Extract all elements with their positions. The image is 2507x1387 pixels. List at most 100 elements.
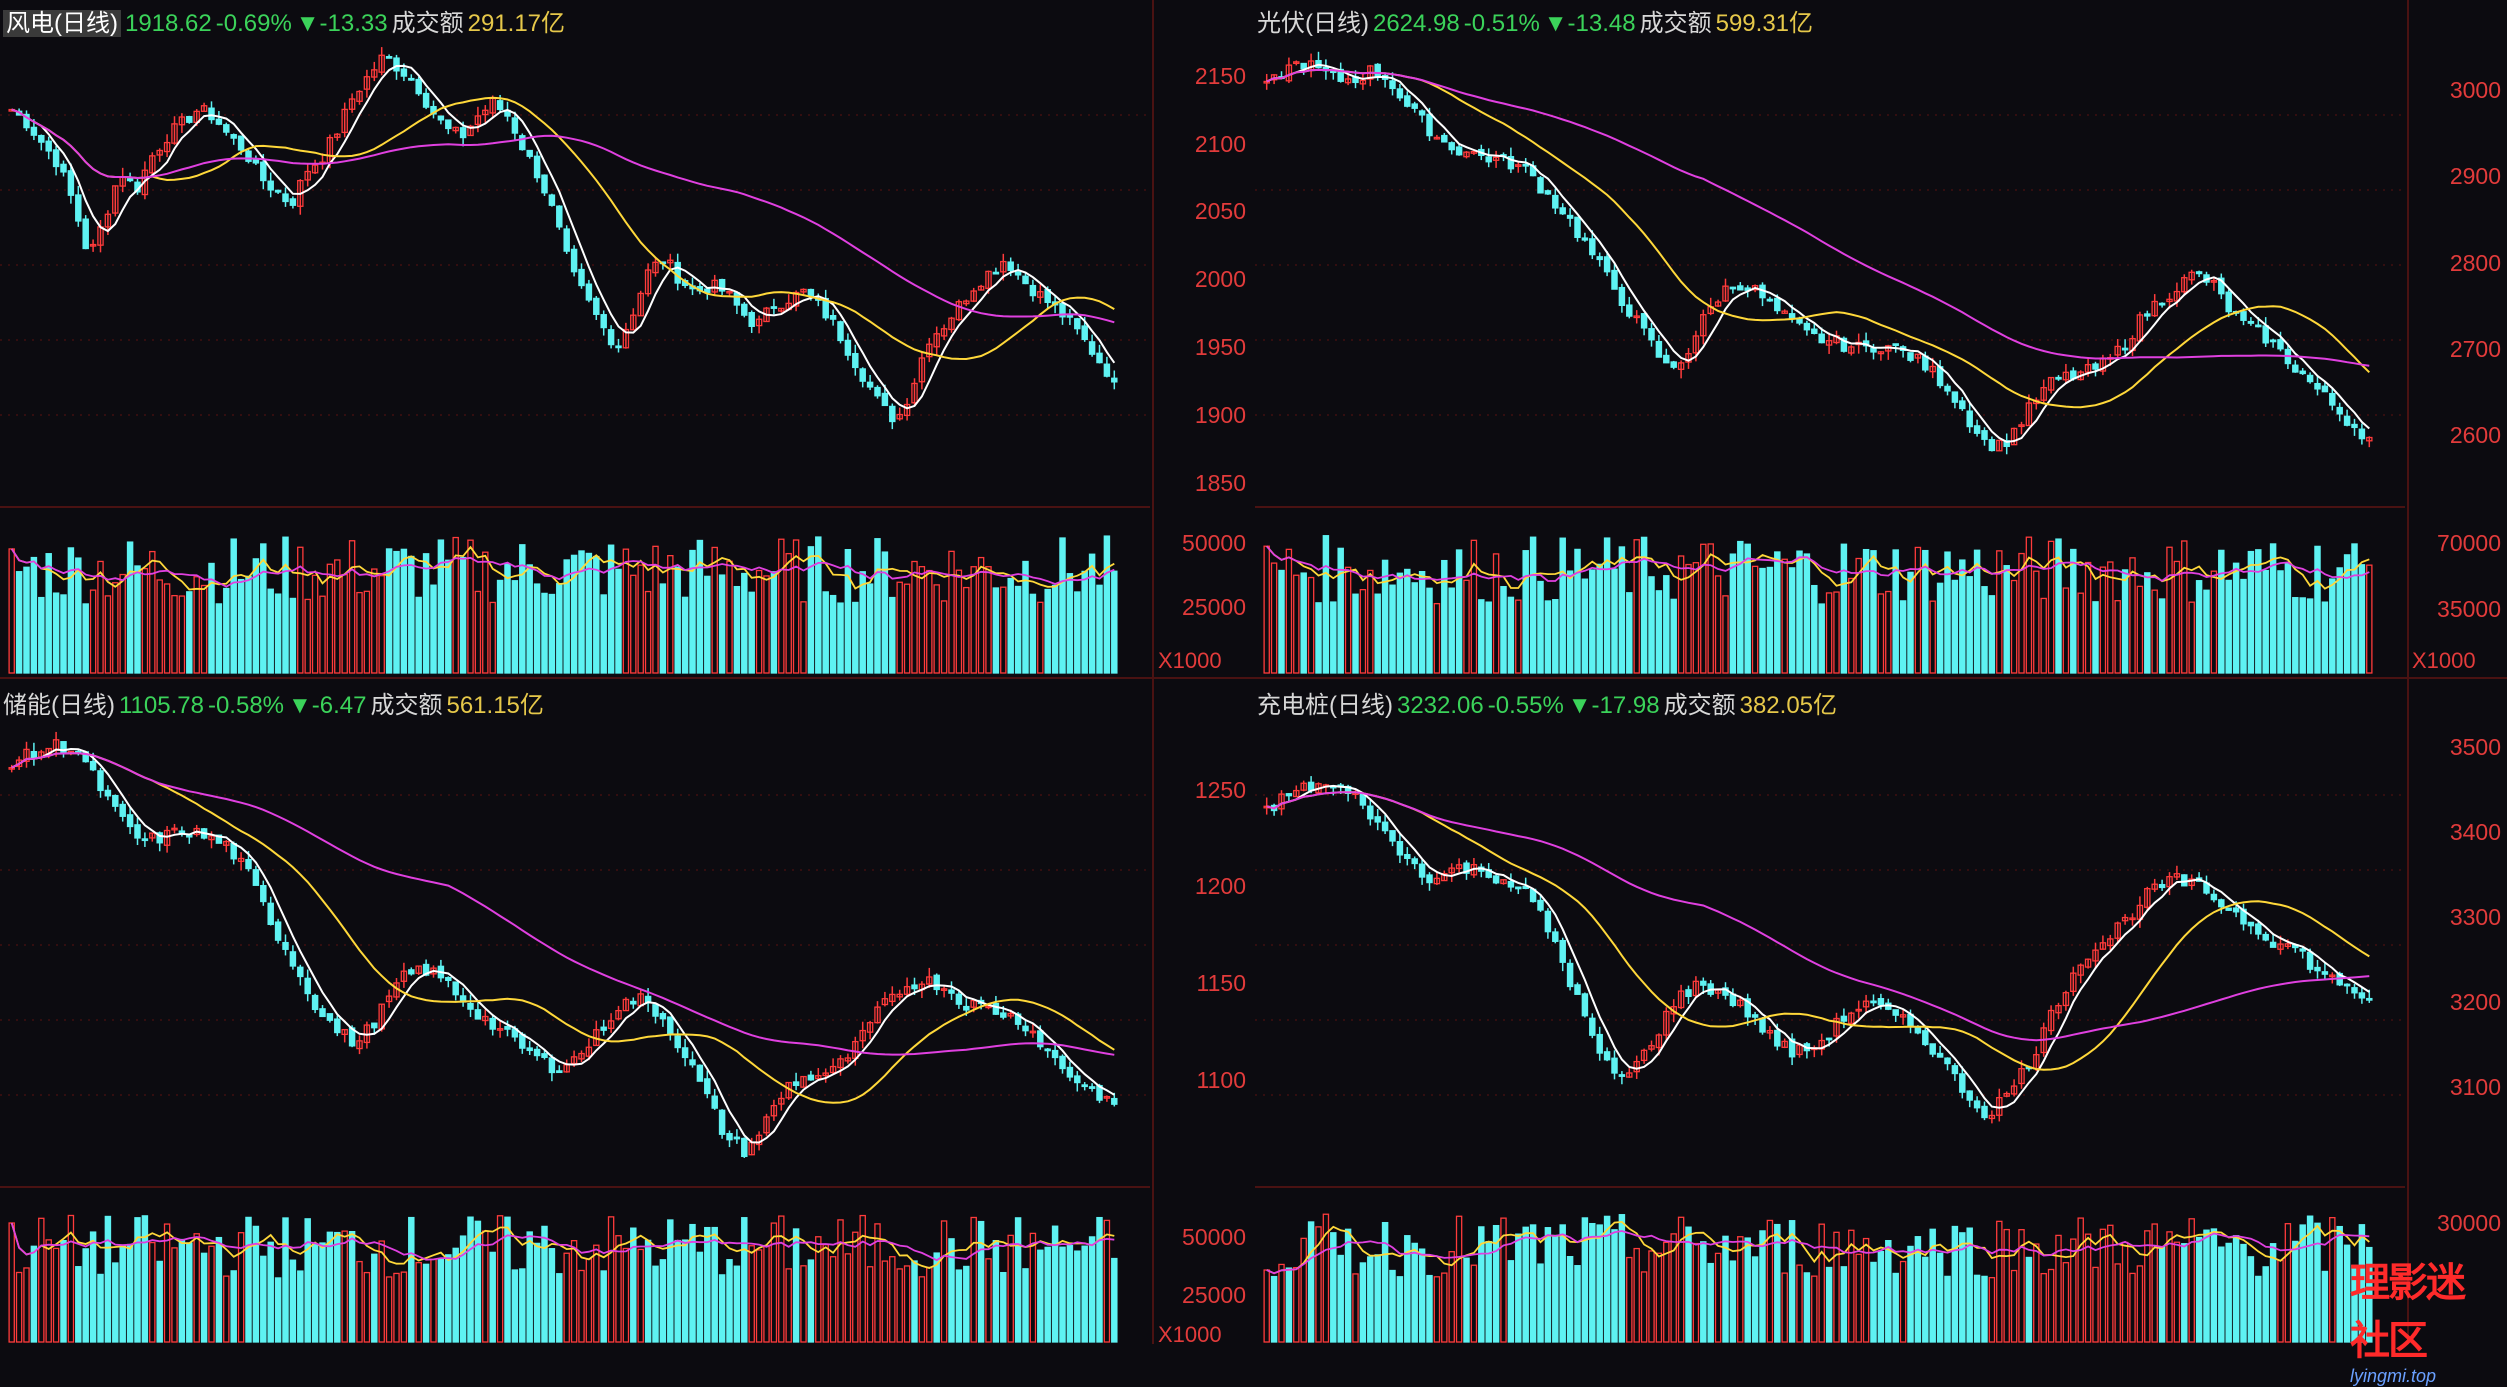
candle-body bbox=[1074, 1075, 1081, 1084]
volume-bar bbox=[1315, 1226, 1322, 1343]
volume-bar bbox=[489, 1251, 496, 1343]
panel-name[interactable]: 光伏(日线) bbox=[1257, 10, 1369, 37]
volume-bar bbox=[696, 1251, 704, 1343]
axis-tick: 35000 bbox=[2437, 596, 2501, 622]
volume-bar bbox=[733, 1265, 741, 1343]
volume-bar bbox=[171, 594, 178, 674]
volume-bar bbox=[778, 538, 785, 674]
candle-body bbox=[2062, 371, 2070, 381]
volume-bar bbox=[977, 556, 985, 674]
candle-body bbox=[1359, 79, 1367, 85]
candle-body bbox=[733, 292, 741, 306]
volume-bar bbox=[1081, 1245, 1088, 1343]
volume-bar bbox=[822, 591, 829, 674]
volume-bar bbox=[903, 583, 911, 674]
volume-bar bbox=[511, 1269, 519, 1343]
volume-bar bbox=[1111, 570, 1118, 674]
candle-body bbox=[52, 149, 60, 168]
candle-body bbox=[1448, 867, 1455, 874]
panel-name[interactable]: 储能(日线) bbox=[3, 692, 115, 719]
volume-bar bbox=[1515, 1233, 1522, 1343]
volume-bar bbox=[1014, 585, 1022, 674]
candle-body bbox=[134, 824, 141, 839]
panel-pct: -0.51% bbox=[1463, 10, 1540, 37]
volume-bar bbox=[267, 1241, 274, 1343]
volume-bar bbox=[1751, 565, 1759, 674]
candle-body bbox=[2269, 941, 2277, 948]
candle-body bbox=[1862, 1000, 1870, 1008]
candle-body bbox=[156, 832, 163, 844]
volume-bar bbox=[741, 1217, 748, 1343]
candle-body bbox=[866, 381, 874, 388]
candle-body bbox=[1640, 1049, 1648, 1062]
volume-bar bbox=[1936, 1252, 1944, 1343]
candle-body bbox=[1774, 297, 1781, 312]
candle-body bbox=[1418, 863, 1426, 878]
candle-body bbox=[829, 314, 837, 320]
candle-body bbox=[1685, 353, 1692, 363]
volume-bar bbox=[1988, 1277, 1996, 1343]
volume-bar bbox=[763, 1245, 770, 1343]
candle-body bbox=[341, 1028, 348, 1036]
candle-body bbox=[126, 814, 134, 828]
volume-bar bbox=[2047, 540, 2055, 674]
volume-bar bbox=[1677, 1216, 1685, 1343]
volume-bar bbox=[1485, 1240, 1492, 1343]
volume-bar bbox=[1788, 1220, 1796, 1343]
volume-bar bbox=[822, 1244, 829, 1343]
volume-bar bbox=[556, 1273, 563, 1343]
candle-body bbox=[600, 314, 607, 329]
candle-body bbox=[1081, 1084, 1088, 1088]
candle-body bbox=[807, 1074, 815, 1081]
volume-bar bbox=[2070, 1238, 2077, 1343]
candle-body bbox=[2262, 325, 2269, 344]
volume-bar bbox=[208, 562, 215, 674]
candle-body bbox=[2299, 370, 2306, 375]
volume-bar bbox=[1922, 1256, 1929, 1343]
panel-amount-label: 成交额 bbox=[1663, 692, 1736, 719]
candle-body bbox=[2314, 966, 2321, 972]
volume-bar bbox=[1278, 569, 1285, 674]
candle-body bbox=[385, 995, 393, 1003]
volume-bar bbox=[1359, 1262, 1367, 1343]
candle-body bbox=[1988, 1114, 1996, 1120]
candle-body bbox=[1781, 310, 1788, 314]
candle-body bbox=[948, 989, 955, 994]
candle-body bbox=[2321, 971, 2329, 975]
volume-bar bbox=[1981, 586, 1988, 674]
panel-name[interactable]: 风电(日线) bbox=[3, 10, 121, 37]
volume-bar bbox=[1307, 576, 1315, 674]
panel-price: 2624.98 bbox=[1372, 10, 1460, 37]
candle-body bbox=[1766, 1029, 1774, 1034]
candle-body bbox=[2062, 992, 2070, 1007]
volume-bar bbox=[112, 582, 119, 674]
volume-bar bbox=[1922, 549, 1929, 674]
candle-body bbox=[1973, 1100, 1981, 1109]
volume-bar bbox=[1381, 559, 1389, 674]
candle-body bbox=[593, 297, 600, 315]
volume-bar bbox=[171, 1247, 178, 1343]
candle-body bbox=[2055, 376, 2062, 380]
axis-tick: 70000 bbox=[2437, 530, 2501, 556]
volume-bar bbox=[955, 569, 963, 674]
volume-bar bbox=[1088, 1236, 1096, 1343]
volume-bar bbox=[467, 1216, 474, 1343]
axis-tick: 1200 bbox=[1194, 873, 1246, 899]
volume-bar bbox=[348, 540, 356, 674]
candle-body bbox=[1029, 1030, 1037, 1034]
volume-bar bbox=[2033, 1243, 2040, 1343]
volume-bar bbox=[1707, 543, 1714, 674]
candle-body bbox=[260, 161, 267, 182]
candle-body bbox=[1566, 962, 1574, 988]
panel-name[interactable]: 充电桩(日线) bbox=[1257, 692, 1393, 719]
candle-body bbox=[1515, 886, 1522, 890]
panel-header-wind: 风电(日线) 1918.62 -0.69% ▼-13.33 成交额 291.17亿 bbox=[3, 3, 569, 38]
volume-bar bbox=[563, 559, 570, 674]
candle-body bbox=[356, 90, 363, 102]
volume-bar bbox=[1574, 548, 1581, 674]
candle-body bbox=[1692, 980, 1700, 997]
candle-body bbox=[1618, 1074, 1626, 1077]
panel-amount-label: 成交额 bbox=[1639, 10, 1712, 37]
volume-bar bbox=[1507, 596, 1515, 674]
volume-bar bbox=[733, 585, 741, 674]
